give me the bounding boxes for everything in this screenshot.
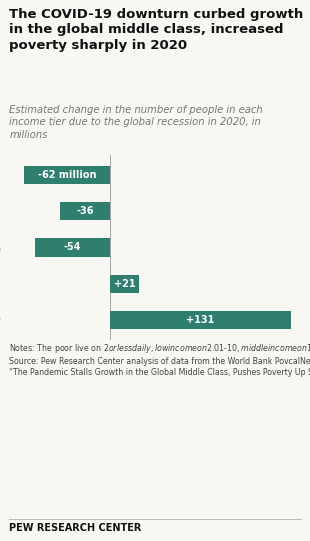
Text: Estimated change in the number of people in each
income tier due to the global r: Estimated change in the number of people… [9,105,263,140]
Text: -36: -36 [76,206,94,216]
Bar [110,311,291,329]
Text: -54: -54 [64,242,82,253]
Text: PEW RESEARCH CENTER: PEW RESEARCH CENTER [9,523,142,533]
Text: +21: +21 [114,279,135,289]
Bar [35,239,110,256]
Bar [110,275,139,293]
Text: The COVID-19 downturn curbed growth
in the global middle class, increased
povert: The COVID-19 downturn curbed growth in t… [9,8,303,52]
Bar [60,202,110,220]
Text: Notes: The poor live on $2 or less daily, low income on $2.01-$10, middle income: Notes: The poor live on $2 or less daily… [9,342,310,377]
Bar [24,166,110,184]
Text: -62 million: -62 million [38,170,96,180]
Text: +131: +131 [187,315,215,325]
